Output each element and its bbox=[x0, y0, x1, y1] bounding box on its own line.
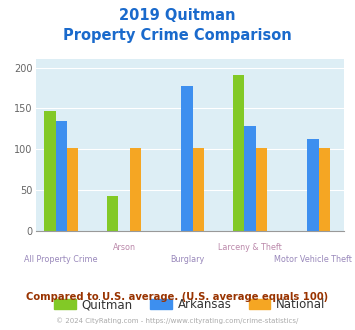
Text: Burglary: Burglary bbox=[170, 255, 204, 264]
Text: All Property Crime: All Property Crime bbox=[24, 255, 98, 264]
Text: Motor Vehicle Theft: Motor Vehicle Theft bbox=[274, 255, 352, 264]
Bar bbox=[244, 126, 256, 231]
Text: Compared to U.S. average. (U.S. average equals 100): Compared to U.S. average. (U.S. average … bbox=[26, 292, 329, 302]
Bar bbox=[130, 148, 141, 231]
Bar bbox=[233, 75, 244, 231]
Text: Arson: Arson bbox=[113, 243, 136, 252]
Text: Property Crime Comparison: Property Crime Comparison bbox=[63, 28, 292, 43]
Bar bbox=[67, 148, 78, 231]
Bar bbox=[319, 148, 330, 231]
Bar bbox=[256, 148, 267, 231]
Bar bbox=[307, 140, 319, 231]
Bar bbox=[44, 111, 55, 231]
Bar bbox=[181, 86, 193, 231]
Legend: Quitman, Arkansas, National: Quitman, Arkansas, National bbox=[50, 293, 330, 316]
Text: Larceny & Theft: Larceny & Theft bbox=[218, 243, 282, 252]
Text: 2019 Quitman: 2019 Quitman bbox=[119, 8, 236, 23]
Bar bbox=[193, 148, 204, 231]
Bar bbox=[107, 196, 119, 231]
Text: © 2024 CityRating.com - https://www.cityrating.com/crime-statistics/: © 2024 CityRating.com - https://www.city… bbox=[56, 317, 299, 324]
Bar bbox=[55, 121, 67, 231]
